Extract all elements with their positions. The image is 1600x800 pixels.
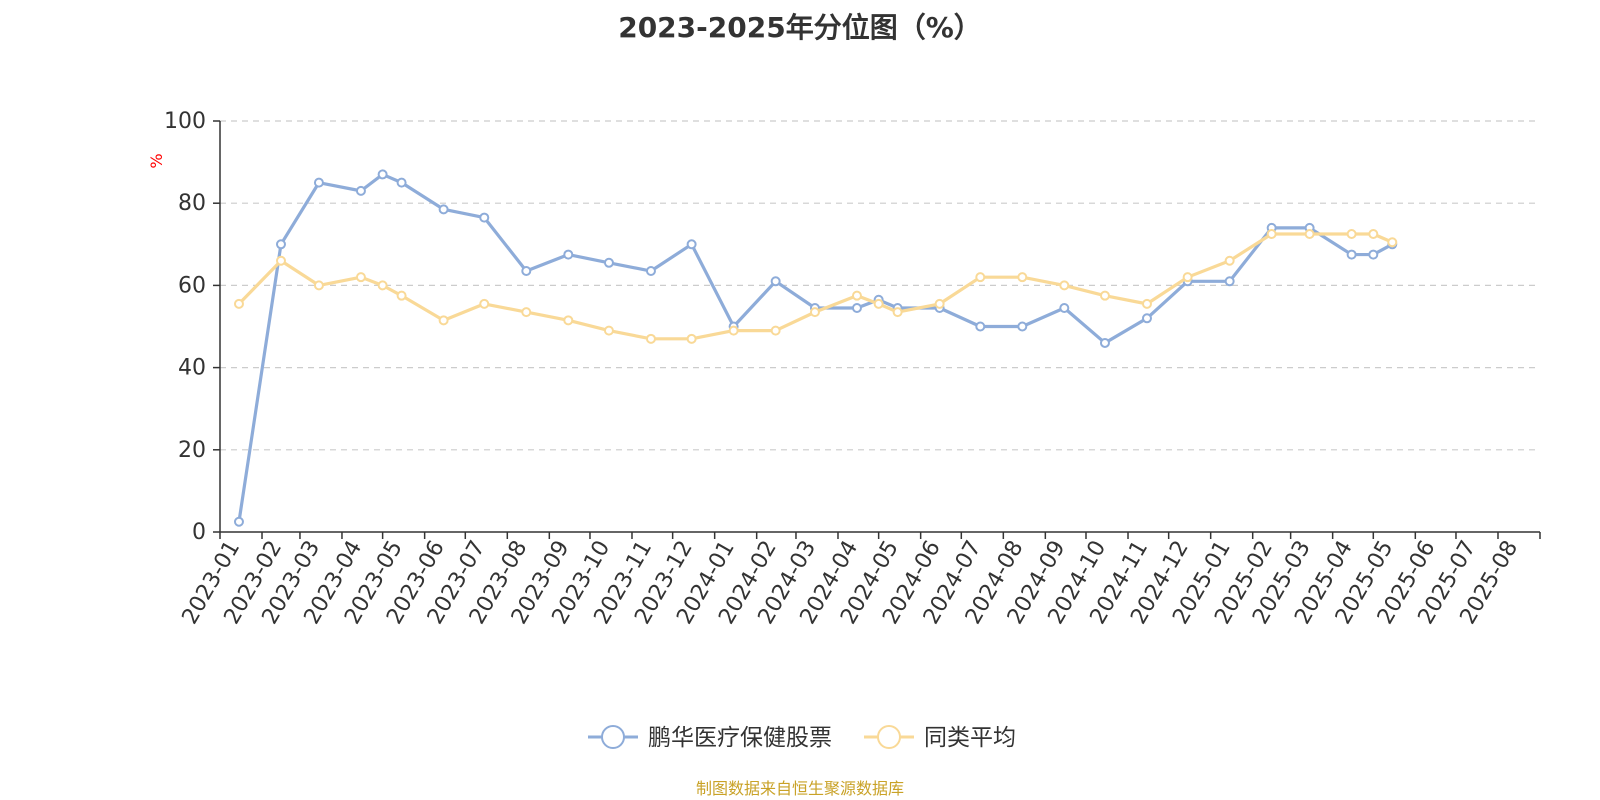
data-point[interactable]: [934, 298, 945, 309]
data-point[interactable]: [479, 298, 490, 309]
data-point[interactable]: [1182, 272, 1193, 283]
legend-label: 同类平均: [924, 725, 1016, 751]
data-point[interactable]: [1224, 276, 1235, 287]
y-tick-label: 40: [178, 356, 206, 381]
y-tick-label: 80: [178, 191, 206, 216]
data-point[interactable]: [686, 239, 697, 250]
data-point[interactable]: [521, 307, 532, 318]
data-point[interactable]: [728, 325, 739, 336]
data-point[interactable]: [851, 303, 862, 314]
source-note: 制图数据来自恒生聚源数据库: [695, 779, 904, 798]
data-point[interactable]: [396, 177, 407, 188]
grid-lines: [220, 120, 1540, 451]
legend-marker: [877, 725, 901, 749]
data-point[interactable]: [275, 255, 286, 266]
data-point[interactable]: [313, 177, 324, 188]
data-point[interactable]: [645, 333, 656, 344]
data-point[interactable]: [873, 298, 884, 309]
data-point[interactable]: [479, 212, 490, 223]
data-point[interactable]: [1017, 272, 1028, 283]
chart-title: 2023-2025年分位图（%）: [618, 11, 982, 44]
data-point[interactable]: [377, 169, 388, 180]
series-line-0: [237, 172, 1394, 522]
y-tick-label: 60: [178, 273, 206, 298]
data-point[interactable]: [1059, 303, 1070, 314]
data-point[interactable]: [438, 204, 449, 215]
data-point[interactable]: [1368, 229, 1379, 240]
series-lines: [233, 169, 1398, 527]
y-tick-label: 100: [164, 109, 206, 134]
legend-label: 鹏华医疗保健股票: [648, 725, 832, 751]
data-point[interactable]: [377, 280, 388, 291]
data-point[interactable]: [1346, 229, 1357, 240]
data-point[interactable]: [438, 315, 449, 326]
data-point[interactable]: [603, 325, 614, 336]
data-point[interactable]: [355, 272, 366, 283]
data-point[interactable]: [851, 290, 862, 301]
data-point[interactable]: [313, 280, 324, 291]
data-point[interactable]: [1141, 313, 1152, 324]
data-point[interactable]: [521, 266, 532, 277]
data-point[interactable]: [1059, 280, 1070, 291]
data-point[interactable]: [892, 307, 903, 318]
data-point[interactable]: [975, 272, 986, 283]
data-point[interactable]: [603, 257, 614, 268]
legend-item-1[interactable]: 同类平均: [864, 725, 1016, 751]
data-point[interactable]: [1368, 249, 1379, 260]
data-point[interactable]: [1017, 321, 1028, 332]
series-line-1: [237, 232, 1393, 341]
data-point[interactable]: [1346, 249, 1357, 260]
axes: 020406080100%2023-012023-022023-032023-0…: [147, 109, 1541, 629]
data-point[interactable]: [770, 276, 781, 287]
y-tick-label: 20: [178, 438, 206, 463]
legend[interactable]: 鹏华医疗保健股票 同类平均: [588, 725, 1016, 751]
legend-item-0[interactable]: 鹏华医疗保健股票: [588, 725, 832, 751]
data-point[interactable]: [770, 325, 781, 336]
data-point[interactable]: [1304, 229, 1315, 240]
data-point[interactable]: [975, 321, 986, 332]
data-point[interactable]: [645, 266, 656, 277]
legend-marker: [601, 725, 625, 749]
data-point[interactable]: [563, 249, 574, 260]
data-point[interactable]: [233, 516, 244, 527]
data-point[interactable]: [1224, 255, 1235, 266]
data-point[interactable]: [1099, 290, 1110, 301]
y-axis-label: %: [147, 153, 166, 168]
data-point[interactable]: [1141, 298, 1152, 309]
y-tick-label: 0: [192, 520, 206, 545]
data-point[interactable]: [1266, 229, 1277, 240]
data-point[interactable]: [275, 239, 286, 250]
data-point[interactable]: [355, 185, 366, 196]
data-point[interactable]: [563, 315, 574, 326]
data-point[interactable]: [1099, 337, 1110, 348]
data-point[interactable]: [396, 290, 407, 301]
data-point[interactable]: [809, 307, 820, 318]
data-point[interactable]: [686, 333, 697, 344]
data-point[interactable]: [233, 298, 244, 309]
data-point[interactable]: [1387, 237, 1398, 248]
